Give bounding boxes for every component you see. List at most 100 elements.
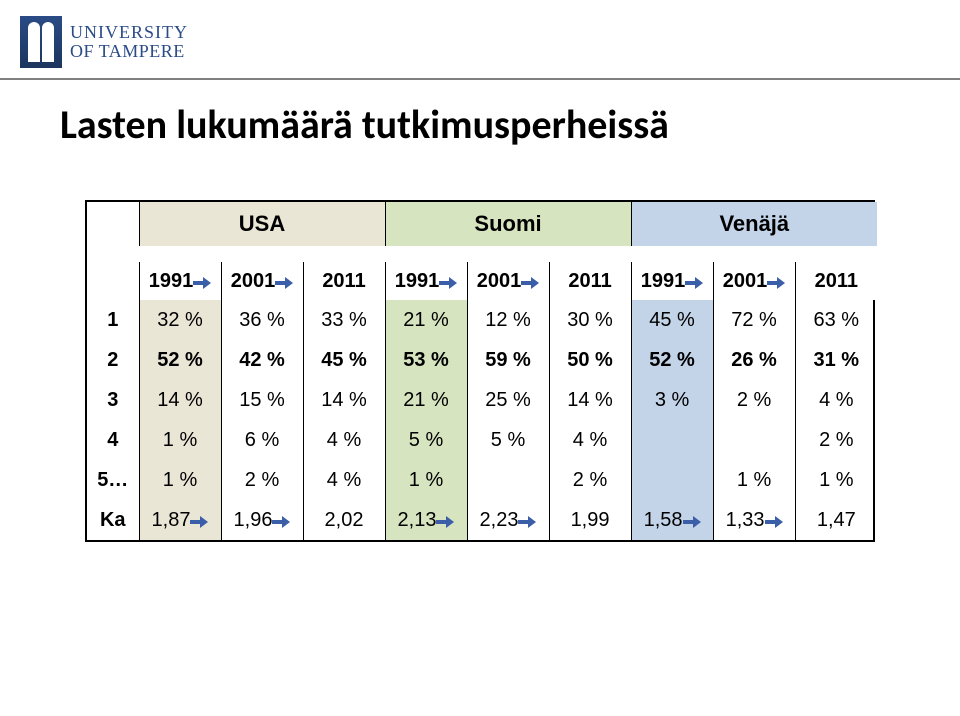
row-label: Ka: [87, 500, 139, 540]
table-cell: 1 %: [385, 460, 467, 500]
table-cell: 14 %: [549, 380, 631, 420]
country-header-row: USA Suomi Venäjä: [87, 202, 877, 246]
table-cell: 6 %: [221, 420, 303, 460]
arrow-right-icon: [275, 277, 293, 289]
table-cell: [631, 420, 713, 460]
arrow-right-icon: [190, 516, 208, 528]
table-cell: 4 %: [303, 420, 385, 460]
table-cell: 15 %: [221, 380, 303, 420]
row-label: 2: [87, 340, 139, 380]
year-header: 2001: [221, 262, 303, 300]
table-cell: [631, 460, 713, 500]
table-row: 132 %36 %33 %21 %12 %30 %45 %72 %63 %: [87, 300, 877, 340]
table-cell: 52 %: [631, 340, 713, 380]
year-header: 2001: [467, 262, 549, 300]
year-header-row: 1991 2001 2011 1991 2001 2011 1991 2001 …: [87, 262, 877, 300]
logo-text: UNIVERSITY OF TAMPERE: [70, 23, 188, 61]
year-header: 1991: [385, 262, 467, 300]
table-cell: 1,87: [139, 500, 221, 540]
table-cell: 1 %: [139, 420, 221, 460]
table-cell: 2,02: [303, 500, 385, 540]
table-cell: 63 %: [795, 300, 877, 340]
year-header: 1991: [139, 262, 221, 300]
table-cell: 2 %: [713, 380, 795, 420]
table-cell: 4 %: [549, 420, 631, 460]
arrow-right-icon: [767, 277, 785, 289]
header-venaja: Venäjä: [631, 202, 877, 246]
table-cell: 14 %: [303, 380, 385, 420]
table-row: 5…1 %2 %4 %1 %2 %1 %1 %: [87, 460, 877, 500]
year-header: 2011: [549, 262, 631, 300]
table-cell: 2 %: [221, 460, 303, 500]
table-cell: 1,58: [631, 500, 713, 540]
header-divider: [0, 78, 960, 80]
table-cell: 1,33: [713, 500, 795, 540]
university-logo: UNIVERSITY OF TAMPERE: [20, 16, 188, 68]
header-suomi: Suomi: [385, 202, 631, 246]
table-cell: 42 %: [221, 340, 303, 380]
table-cell: 1 %: [139, 460, 221, 500]
table-cell: 1 %: [795, 460, 877, 500]
arrow-right-icon: [272, 516, 290, 528]
table-row: 41 %6 %4 %5 %5 %4 %2 %: [87, 420, 877, 460]
row-label: 1: [87, 300, 139, 340]
data-table: USA Suomi Venäjä 1991 2001 2011 1991 200…: [85, 200, 875, 542]
year-header: 2011: [795, 262, 877, 300]
table-cell: 1,47: [795, 500, 877, 540]
table-cell: 33 %: [303, 300, 385, 340]
arrow-right-icon: [439, 277, 457, 289]
table-cell: 1,99: [549, 500, 631, 540]
table-cell: 50 %: [549, 340, 631, 380]
logo-line1: UNIVERSITY: [70, 23, 188, 42]
table-cell: 12 %: [467, 300, 549, 340]
table-cell: 14 %: [139, 380, 221, 420]
table-cell: [467, 460, 549, 500]
table-cell: 32 %: [139, 300, 221, 340]
arrow-right-icon: [193, 277, 211, 289]
table-body: 132 %36 %33 %21 %12 %30 %45 %72 %63 %252…: [87, 300, 877, 540]
arrow-right-icon: [436, 516, 454, 528]
table-cell: 45 %: [303, 340, 385, 380]
arrow-right-icon: [765, 516, 783, 528]
slide: UNIVERSITY OF TAMPERE Lasten lukumäärä t…: [0, 0, 960, 716]
table-cell: 1,96: [221, 500, 303, 540]
arrow-right-icon: [683, 516, 701, 528]
table-cell: 72 %: [713, 300, 795, 340]
arrow-right-icon: [518, 516, 536, 528]
year-header: 2011: [303, 262, 385, 300]
table-cell: 2,13: [385, 500, 467, 540]
table-cell: 53 %: [385, 340, 467, 380]
table-row: Ka1,871,962,022,132,231,991,581,331,47: [87, 500, 877, 540]
table-cell: 36 %: [221, 300, 303, 340]
slide-title: Lasten lukumäärä tutkimusperheissä: [60, 100, 669, 149]
table-cell: 21 %: [385, 380, 467, 420]
table-cell: [713, 420, 795, 460]
table-row: 314 %15 %14 %21 %25 %14 %3 %2 %4 %: [87, 380, 877, 420]
table-cell: 2 %: [795, 420, 877, 460]
table-cell: 59 %: [467, 340, 549, 380]
header-usa: USA: [139, 202, 385, 246]
table-cell: 45 %: [631, 300, 713, 340]
year-header: 2001: [713, 262, 795, 300]
logo-line2: OF TAMPERE: [70, 42, 188, 61]
table-cell: 5 %: [467, 420, 549, 460]
table-cell: 2,23: [467, 500, 549, 540]
arrow-right-icon: [521, 277, 539, 289]
header-corner: [87, 202, 139, 246]
table-cell: 3 %: [631, 380, 713, 420]
table-cell: 26 %: [713, 340, 795, 380]
table-cell: 5 %: [385, 420, 467, 460]
row-label: 3: [87, 380, 139, 420]
table-cell: 21 %: [385, 300, 467, 340]
year-header: 1991: [631, 262, 713, 300]
table-cell: 31 %: [795, 340, 877, 380]
table-cell: 4 %: [795, 380, 877, 420]
table-row: 252 %42 %45 %53 %59 %50 %52 %26 %31 %: [87, 340, 877, 380]
table-cell: 25 %: [467, 380, 549, 420]
row-label: 5…: [87, 460, 139, 500]
table-cell: 2 %: [549, 460, 631, 500]
table-cell: 4 %: [303, 460, 385, 500]
row-label: 4: [87, 420, 139, 460]
year-header-corner: [87, 262, 139, 300]
table-cell: 30 %: [549, 300, 631, 340]
